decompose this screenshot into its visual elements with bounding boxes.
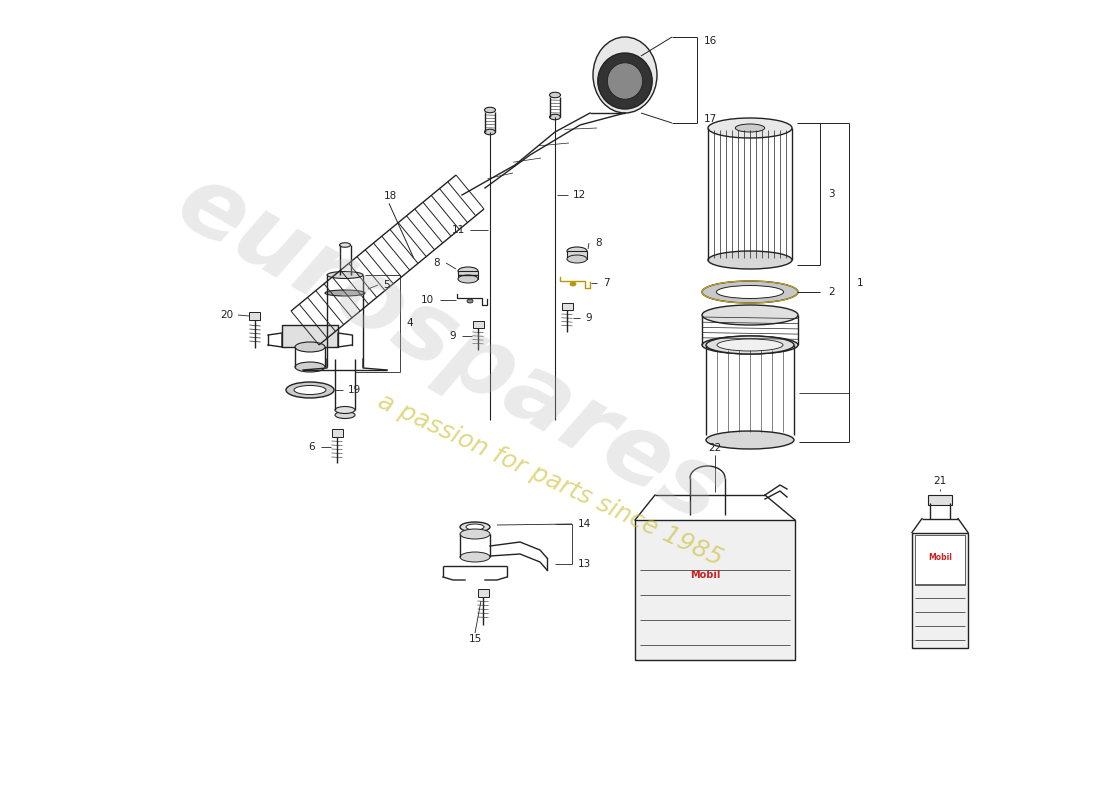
- Text: 15: 15: [469, 634, 482, 644]
- Ellipse shape: [295, 362, 324, 372]
- Text: 18: 18: [384, 191, 397, 202]
- Bar: [331, 429, 342, 437]
- Ellipse shape: [550, 92, 561, 98]
- Text: 5: 5: [383, 280, 389, 290]
- Text: 9: 9: [585, 313, 592, 323]
- Text: 12: 12: [573, 190, 586, 200]
- Ellipse shape: [702, 305, 798, 325]
- Bar: [458, 271, 478, 279]
- Text: 19: 19: [348, 385, 361, 395]
- Text: 3: 3: [828, 189, 835, 199]
- Ellipse shape: [466, 524, 484, 530]
- Ellipse shape: [550, 114, 561, 120]
- Ellipse shape: [460, 529, 490, 539]
- Text: 9: 9: [450, 331, 456, 341]
- Text: 7: 7: [603, 278, 609, 288]
- Ellipse shape: [458, 275, 478, 283]
- Ellipse shape: [702, 281, 798, 303]
- Ellipse shape: [327, 271, 363, 278]
- Bar: [473, 321, 484, 328]
- Ellipse shape: [566, 247, 587, 255]
- Text: 20: 20: [220, 310, 233, 320]
- Text: 22: 22: [708, 443, 722, 453]
- Ellipse shape: [460, 522, 490, 532]
- Ellipse shape: [336, 411, 355, 418]
- Text: 6: 6: [308, 442, 315, 452]
- Ellipse shape: [286, 382, 334, 398]
- Text: a passion for parts since 1985: a passion for parts since 1985: [374, 390, 726, 570]
- Text: 21: 21: [934, 475, 947, 486]
- Bar: [928, 494, 952, 505]
- Ellipse shape: [324, 290, 365, 296]
- Text: 16: 16: [704, 36, 717, 46]
- Ellipse shape: [593, 37, 657, 113]
- Ellipse shape: [294, 386, 326, 394]
- Ellipse shape: [735, 124, 764, 132]
- Ellipse shape: [570, 282, 576, 286]
- Text: 4: 4: [406, 318, 412, 329]
- Ellipse shape: [706, 431, 794, 449]
- Bar: [477, 589, 488, 597]
- Bar: [282, 325, 338, 347]
- Bar: [635, 520, 795, 660]
- Ellipse shape: [468, 299, 473, 303]
- Text: 8: 8: [595, 238, 602, 248]
- Ellipse shape: [708, 118, 792, 138]
- Bar: [915, 535, 965, 585]
- Text: 10: 10: [421, 295, 434, 305]
- Bar: [566, 251, 587, 259]
- Text: 13: 13: [578, 559, 592, 569]
- Ellipse shape: [484, 130, 495, 134]
- Text: Mobil: Mobil: [690, 570, 721, 580]
- Ellipse shape: [708, 251, 792, 269]
- Ellipse shape: [295, 342, 324, 352]
- Text: Mobil: Mobil: [928, 554, 952, 562]
- Ellipse shape: [336, 406, 355, 414]
- Ellipse shape: [702, 336, 798, 354]
- Ellipse shape: [607, 62, 642, 99]
- Text: 1: 1: [857, 278, 864, 287]
- Ellipse shape: [716, 286, 783, 298]
- Ellipse shape: [484, 107, 495, 113]
- Bar: [912, 533, 968, 647]
- Text: 14: 14: [578, 519, 592, 529]
- Bar: [561, 303, 572, 310]
- Ellipse shape: [717, 339, 783, 351]
- Text: 8: 8: [433, 258, 440, 268]
- Text: 17: 17: [704, 114, 717, 124]
- Ellipse shape: [597, 53, 652, 109]
- Text: 11: 11: [452, 225, 465, 235]
- Ellipse shape: [460, 552, 490, 562]
- Ellipse shape: [706, 336, 794, 354]
- Text: 2: 2: [828, 287, 835, 297]
- Ellipse shape: [458, 267, 478, 275]
- Ellipse shape: [340, 242, 351, 247]
- Ellipse shape: [566, 255, 587, 263]
- Bar: [250, 312, 261, 320]
- Text: eurospares: eurospares: [161, 156, 739, 544]
